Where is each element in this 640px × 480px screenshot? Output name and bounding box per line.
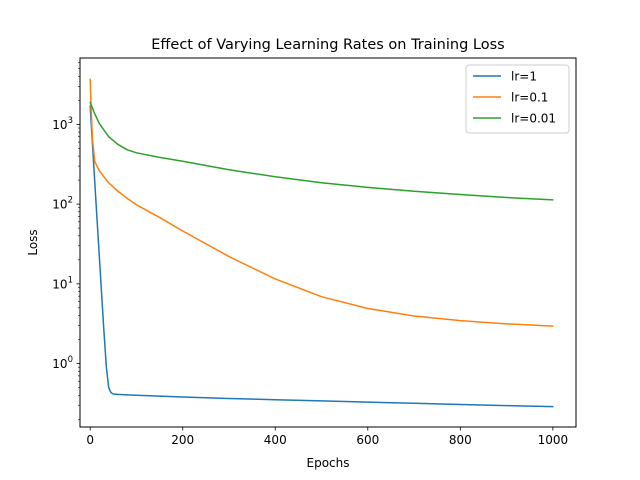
y-tick-exponent: 0	[68, 355, 73, 365]
y-tick-label: 100	[52, 355, 73, 371]
y-tick-exponent: 1	[68, 275, 73, 285]
y-tick-label: 103	[52, 116, 73, 132]
x-tick-label: 0	[86, 433, 94, 447]
series-layer	[89, 78, 554, 408]
x-tick-label: 200	[171, 433, 194, 447]
series-line-1	[89, 105, 554, 408]
y-tick-base: 10	[52, 198, 67, 212]
legend-box	[465, 64, 570, 134]
x-tick-label: 800	[449, 433, 472, 447]
series-line-3	[89, 101, 554, 201]
x-tick-label: 1000	[538, 433, 569, 447]
legend: lr=1 lr=0.1 lr=0.01	[465, 64, 570, 134]
x-axis: 0 200 400 600 800 1000	[86, 427, 568, 447]
y-tick-label: 102	[52, 196, 73, 212]
x-axis-label: Epochs	[307, 456, 350, 470]
y-tick-exponent: 3	[68, 116, 73, 126]
x-tick-label: 400	[264, 433, 287, 447]
legend-label-1: lr=1	[511, 70, 537, 84]
y-tick-exponent: 2	[68, 196, 73, 206]
legend-label-2: lr=0.1	[511, 91, 548, 105]
y-tick-base: 10	[52, 118, 67, 132]
chart-title: Effect of Varying Learning Rates on Trai…	[151, 37, 504, 53]
x-tick-label: 600	[356, 433, 379, 447]
y-tick-base: 10	[52, 357, 67, 371]
y-tick-base: 10	[52, 277, 67, 291]
y-tick-label: 101	[52, 275, 73, 291]
series-line-2	[89, 78, 554, 327]
y-axis-label: Loss	[26, 229, 40, 255]
plot-frame	[79, 57, 577, 428]
legend-label-3: lr=0.01	[511, 112, 556, 126]
